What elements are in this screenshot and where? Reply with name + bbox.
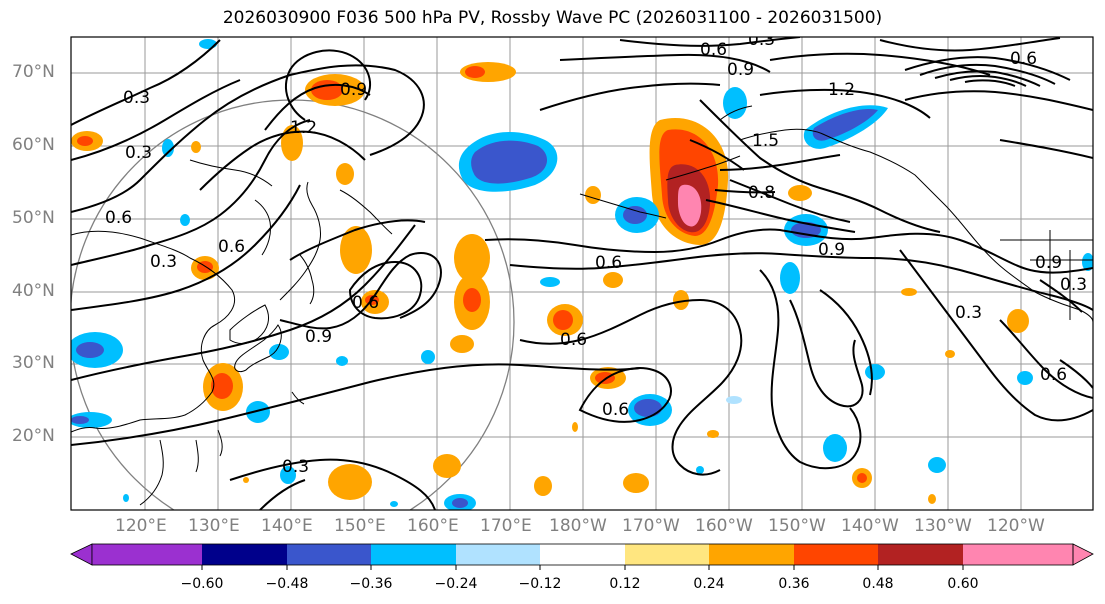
lon-label: 150°E [334,516,386,536]
colorbar-bin [963,544,1073,565]
colorbar-tick-label: −0.36 [349,576,393,592]
colorbar-tick-label: −0.48 [265,576,309,592]
lon-label: 170°W [622,516,680,536]
colorbar-bin [709,544,794,565]
lat-label: 50°N [12,208,55,228]
colorbar-bin [287,544,371,565]
contour-label: 0.9 [1035,253,1062,273]
map-title: 2026030900 F036 500 hPa PV, Rossby Wave … [222,8,883,28]
colorbar-bin [371,544,456,565]
map-frame [70,36,1094,511]
colorbar-bin [456,544,540,565]
contour-label: 0.6 [1040,365,1067,385]
lon-label: 130°W [914,516,972,536]
contour-label: 0.6 [560,330,587,350]
colorbar-tick-label: 0.48 [862,576,894,592]
lon-label: 160°W [695,516,753,536]
colorbar-tick-label: 0.36 [778,576,810,592]
contour-label: 0.3 [123,88,150,108]
lat-label: 60°N [12,135,55,155]
contour-label: 0.9 [727,60,754,80]
negative-anomalies [71,39,1093,510]
colorbar-left-extension [70,543,93,566]
contour-label: 0.3 [150,252,177,272]
contour-label: 1.2 [290,118,317,138]
contour-labels: 0.3 0.3 0.6 0.3 0.6 1.2 0.9 0.6 0.9 0.6 … [105,30,1087,477]
contour-label: 1.5 [752,131,779,151]
contour-label: 0.6 [1010,49,1037,69]
map-background [71,37,1093,510]
contour-label: 0.6 [352,293,379,313]
contour-label: 0.3 [748,30,775,50]
lon-label: 160°E [407,516,459,536]
colorbar-bin [625,544,709,565]
contour-label: 0.9 [340,80,367,100]
colorbar-bin [92,544,202,565]
lat-label: 40°N [12,281,55,301]
coastlines [71,105,1093,506]
colorbar-tick-label: 0.12 [609,576,641,592]
lon-label: 120°E [115,516,167,536]
lon-label: 140°E [261,516,313,536]
pv-contours [71,37,1093,510]
contour-label: 0.6 [105,208,132,228]
lon-label: 140°W [841,516,899,536]
lat-label: 20°N [12,426,55,446]
contour-label: 0.3 [125,143,152,163]
lat-label: 30°N [12,353,55,373]
contour-label: 1.2 [828,80,855,100]
colorbar [70,543,1094,570]
colorbar-tick-label: −0.24 [434,576,478,592]
colorbar-bin [202,544,287,565]
contour-label: 0.9 [818,240,845,260]
contour-label: 0.8 [748,183,775,203]
colorbar-right-extension [1072,543,1094,566]
colorbar-bin [878,544,963,565]
contour-label: 0.3 [1060,275,1087,295]
lon-label: 150°W [768,516,826,536]
colorbar-tick-label: −0.60 [180,576,224,592]
contour-label: 0.3 [955,303,982,323]
colorbar-bin [540,544,625,565]
colorbar-bin [794,544,878,565]
lon-label: 120°W [987,516,1045,536]
lon-label: 130°E [188,516,240,536]
positive-anomalies [71,62,1029,504]
colorbar-tick-label: −0.12 [518,576,562,592]
contour-label: 0.6 [218,237,245,257]
lon-label: 180°W [549,516,607,536]
colorbar-frame [91,543,1074,566]
lat-label: 70°N [12,62,55,82]
lon-label: 170°E [480,516,532,536]
contour-label: 0.6 [602,400,629,420]
contour-label: 0.3 [282,457,309,477]
contour-label: 0.9 [305,327,332,347]
colorbar-tick-label: 0.24 [693,576,725,592]
contour-label: 0.6 [700,40,727,60]
colorbar-tick-label: 0.60 [947,576,979,592]
contour-label: 0.6 [595,253,622,273]
